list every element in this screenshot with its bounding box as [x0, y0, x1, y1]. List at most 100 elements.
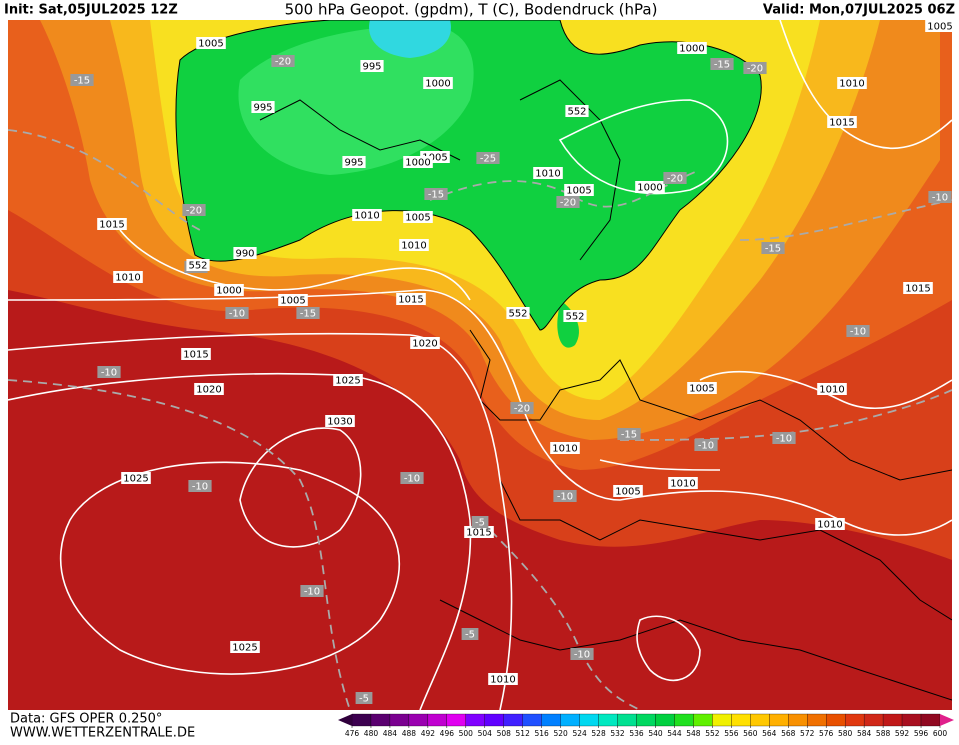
pressure-label-box: [230, 641, 260, 653]
temperature-label: -10: [304, 587, 320, 598]
temperature-label: -5: [465, 630, 475, 641]
colorbar-bin: [484, 713, 504, 727]
colorbar-tick-label: 552: [705, 729, 720, 738]
map-field: [8, 20, 952, 710]
colorbar-bin: [446, 713, 466, 727]
temperature-label-box: [663, 172, 687, 184]
pressure-label: 1010: [354, 211, 379, 222]
geopotential-label: 552: [565, 312, 584, 323]
pressure-label: 1005: [198, 39, 223, 50]
pressure-label-box: [817, 383, 847, 395]
colorbar-bin: [617, 713, 637, 727]
colorbar-tick-label: 548: [686, 729, 701, 738]
pressure-label-box: [181, 348, 211, 360]
temperature-label: -20: [560, 198, 576, 209]
colorbar-bin: [389, 713, 410, 727]
pressure-label-box: [925, 20, 955, 32]
colorbar-tick-label: 512: [516, 729, 531, 738]
pressure-label-box: [396, 293, 426, 305]
pressure-label-box: [533, 167, 563, 179]
colorbar-tick-label: 520: [553, 729, 568, 738]
temperature-label-box: [471, 516, 489, 528]
pressure-label: 1000: [679, 44, 704, 55]
temperature-label-box: [710, 58, 734, 70]
temperature-label-box: [70, 74, 94, 86]
pressure-label: 1000: [216, 286, 241, 297]
temperature-label-box: [928, 191, 952, 203]
pressure-label-box: [635, 181, 665, 193]
valid-time: Valid: Mon,07JUL2025 06Z: [763, 3, 955, 18]
temperature-label: -25: [480, 154, 496, 165]
pressure-label-box: [403, 156, 433, 168]
pressure-label: 1000: [405, 158, 430, 169]
pressure-label-box: [333, 374, 363, 386]
temperature-label-box: [188, 480, 212, 492]
pressure-label: 1025: [232, 643, 257, 654]
pressure-label: 1005: [689, 384, 714, 395]
data-source: Data: GFS OPER 0.250°: [10, 712, 162, 727]
pressure-label: 990: [235, 249, 254, 260]
pressure-label: 1015: [829, 118, 854, 129]
pressure-label-box: [687, 382, 717, 394]
pressure-label: 995: [253, 103, 272, 114]
map-title: 500 hPa Geopot. (gpdm), T (C), Bodendruc…: [285, 1, 658, 19]
temperature-label: -10: [101, 368, 117, 379]
colorbar-bin: [522, 713, 542, 727]
colorbar-tick-label: 588: [876, 729, 891, 738]
temperature-label: -10: [776, 434, 792, 445]
temperature-label-box: [300, 585, 324, 597]
colorbar-bin: [901, 713, 922, 727]
colorbar-bin: [598, 713, 618, 727]
colorbar-tick-label: 556: [724, 729, 739, 738]
temperature-label-box: [400, 472, 424, 484]
colorbar-bin: [882, 713, 903, 727]
pressure-label-box: [403, 211, 433, 223]
pressure-label: 1010: [115, 273, 140, 284]
colorbar-tick-label: 572: [800, 729, 815, 738]
pressure-label-box: [464, 526, 494, 538]
colorbar-bin: [750, 713, 770, 727]
pressure-label: 1005: [566, 186, 591, 197]
pressure-label-box: [325, 415, 355, 427]
colorbar-bin: [693, 713, 713, 727]
temperature-label-box: [617, 428, 641, 440]
colorbar-bin: [807, 713, 827, 727]
colorbar-bin: [465, 713, 485, 727]
colorbar-bin: [769, 713, 789, 727]
colorbar-tick-label: 560: [743, 729, 758, 738]
colorbar-bin: [351, 713, 372, 727]
temperature-label: -20: [667, 174, 683, 185]
colorbar-bin: [541, 713, 561, 727]
temperature-label-box: [510, 402, 534, 414]
colorbar-tick-label: 484: [383, 729, 398, 738]
pressure-label: 995: [362, 62, 381, 73]
temperature-label: -15: [74, 76, 90, 87]
pressure-label: 1005: [405, 213, 430, 224]
temperature-label: -20: [747, 64, 763, 75]
pressure-label-box: [214, 284, 244, 296]
colorbar-bin: [370, 713, 391, 727]
temperature-label-box: [97, 366, 121, 378]
temperature-label: -10: [932, 193, 948, 204]
pressure-label: 1010: [670, 479, 695, 490]
pressure-label-box: [121, 472, 151, 484]
colorbar-bin: [863, 713, 884, 727]
temperature-label: -10: [404, 474, 420, 485]
pressure-label: 1015: [466, 528, 491, 539]
temperature-label-box: [553, 490, 577, 502]
pressure-label-box: [278, 294, 308, 306]
pressure-label-box: [194, 383, 224, 395]
pressure-label: 1010: [817, 520, 842, 531]
colorbar-tick-label: 492: [421, 729, 436, 738]
pressure-label: 1010: [819, 385, 844, 396]
temperature-label: -20: [514, 404, 530, 415]
colorbar-bin: [731, 713, 751, 727]
colorbar-tick-label: 592: [895, 729, 910, 738]
pressure-label-box: [815, 518, 845, 530]
temperature-label-box: [556, 196, 580, 208]
colorbar-tick-label: 600: [933, 729, 948, 738]
pressure-label: 1025: [123, 474, 148, 485]
pressure-label: 1025: [335, 376, 360, 387]
colorbar-bin: [826, 713, 846, 727]
